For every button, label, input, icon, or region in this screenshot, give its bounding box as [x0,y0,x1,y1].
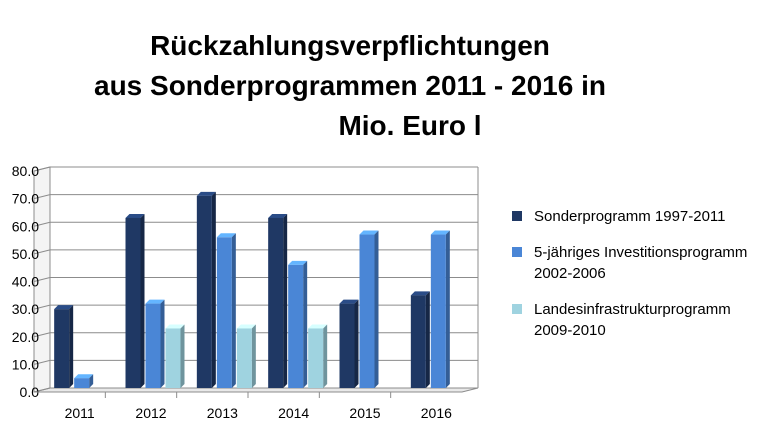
bar-side [69,305,74,388]
bar-top [410,291,430,296]
bar-2-2012 [145,303,161,388]
bar-side [251,324,256,388]
bar-3-2013 [236,328,252,388]
bar-side [425,291,430,388]
y-tick-label: 20.0 [12,329,39,345]
bar-side [374,230,379,388]
chart-title-line-1: Rückzahlungsverpflichtungen [150,30,550,61]
gridline-side [33,304,51,310]
legend-item-series-3: Landesinfrastrukturprogramm 2009-2010 [512,299,762,341]
chart-title: Rückzahlungsverpflichtungen aus Sonderpr… [40,26,660,146]
legend-label-series-1: Sonderprogramm 1997-2011 [534,208,726,225]
gridline-side [33,166,51,172]
bar-side [354,299,359,388]
bar-top [196,191,216,196]
bar-1-2012 [125,217,141,388]
x-tick-label: 2013 [207,405,238,421]
bar-1-2014 [268,217,284,388]
bar-3-2014 [308,328,324,388]
bar-2-2016 [430,234,446,388]
bar-top [125,213,145,218]
bar-side [231,233,236,388]
x-tick-label: 2012 [135,405,166,421]
gridline-side [33,359,51,365]
bar-top [339,299,359,304]
legend-swatch-series-3 [512,304,522,314]
bar-top [430,230,450,235]
y-tick-label: 40.0 [12,274,39,290]
x-tick-label: 2014 [278,405,309,421]
x-tick-label: 2011 [65,405,95,421]
legend-item-series-1: Sonderprogramm 1997-2011 [512,206,762,227]
bar-3-2012 [165,328,181,388]
bar-2-2014 [288,264,304,388]
bar-top [288,260,308,265]
x-tick-label: 2015 [349,405,380,421]
bar-side [160,299,165,388]
y-tick-label: 0.0 [20,384,40,400]
gridline-side [33,221,51,227]
legend-label-series-3: Landesinfrastrukturprogramm 2009-2010 [534,301,731,339]
bar-1-2016 [410,295,426,388]
legend-swatch-series-1 [512,211,522,221]
bar-side [445,230,450,388]
bar-top [165,324,185,329]
chart-title-line-2: aus Sonderprogrammen 2011 - 2016 in [94,70,606,101]
x-tick-label: 2016 [421,405,452,421]
bar-top [268,213,288,218]
gridline-side [33,332,51,338]
bar-top [145,299,165,304]
gridline-side [33,387,51,393]
bar-side [89,374,94,388]
y-tick-label: 10.0 [12,356,39,372]
y-tick-label: 30.0 [12,301,39,317]
gridline-side [33,249,51,255]
legend-swatch-series-2 [512,247,522,257]
bar-top [308,324,328,329]
bar-top [54,305,74,310]
bar-side [303,260,308,388]
bar-1-2015 [339,303,355,388]
y-tick-label: 60.0 [12,218,39,234]
bar-2-2011 [74,378,90,388]
gridline-side [33,277,51,282]
bar-top [236,324,256,329]
bar-top [359,230,379,235]
legend: Sonderprogramm 1997-2011 5-jähriges Inve… [512,206,762,356]
legend-label-series-2: 5-jähriges Investitionsprogramm 2002-200… [534,244,748,282]
bar-side [211,191,216,388]
bar-side [283,213,288,388]
y-tick-label: 80.0 [12,163,39,179]
chart-title-line-3: Mio. Euro l [338,110,482,141]
bar-2-2013 [216,237,232,388]
legend-item-series-2: 5-jähriges Investitionsprogramm 2002-200… [512,242,762,284]
y-tick-label: 50.0 [12,246,39,262]
bar-1-2011 [54,309,70,388]
chart-floor [33,387,479,393]
bar-top [216,233,236,238]
y-tick-label: 70.0 [12,191,39,207]
bar-top [74,374,94,379]
bar-side [140,213,145,388]
bar-side [323,324,328,388]
bar-side [180,324,185,388]
bar-1-2013 [196,195,212,388]
gridline-side [33,194,51,200]
bar-2-2015 [359,234,375,388]
